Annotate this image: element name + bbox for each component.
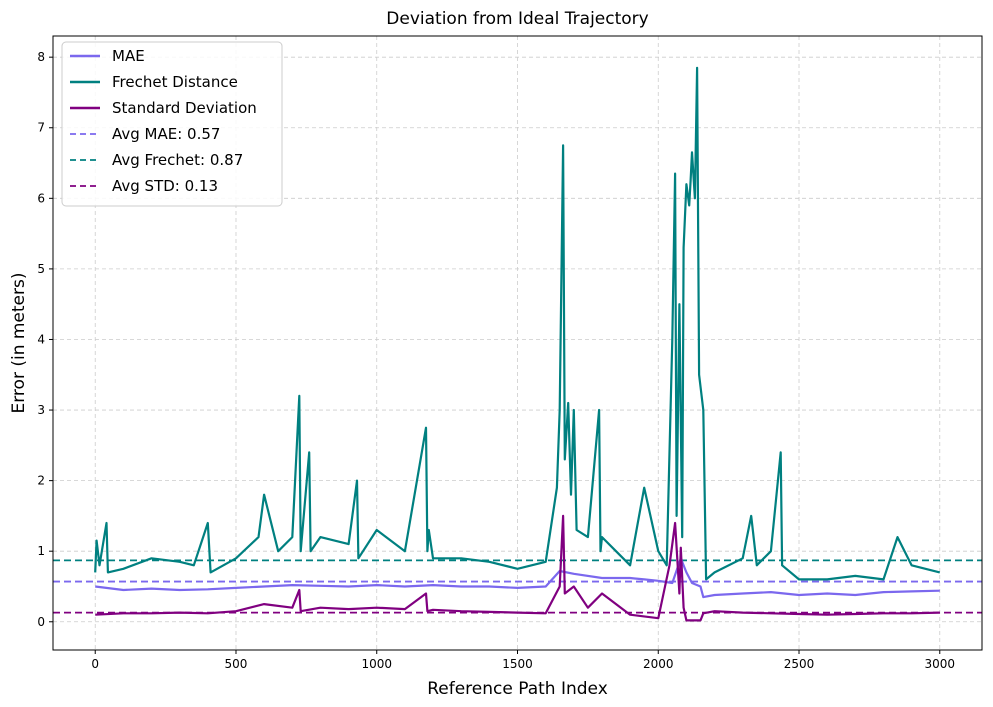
x-axis-ticks: 0 500 1000 1500 2000 2500 3000	[91, 650, 955, 671]
y-tick-label: 6	[37, 191, 45, 205]
x-tick-label: 1500	[502, 657, 533, 671]
series-line-frechet-distance	[94, 66, 941, 581]
legend-box	[61, 41, 283, 207]
y-axis-label: Error (in meters)	[9, 273, 29, 414]
y-tick-label: 3	[37, 403, 45, 417]
legend-entry-avg-mae-0-57: Avg MAE: 0.57	[112, 125, 220, 143]
legend-entry-mae: MAE	[112, 47, 145, 65]
legend: MAE Frechet Distance Standard Deviation Avg…	[61, 41, 283, 207]
y-tick-label: 5	[37, 262, 45, 276]
y-tick-label: 0	[37, 615, 45, 629]
y-tick-label: 8	[37, 50, 45, 64]
x-tick-label: 3000	[924, 657, 955, 671]
y-tick-label: 2	[37, 474, 45, 488]
y-tick-label: 7	[37, 121, 45, 135]
legend-entry-standard-deviation: Standard Deviation	[112, 99, 257, 117]
chart-title: Deviation from Ideal Trajectory	[386, 9, 648, 29]
x-tick-label: 500	[225, 657, 248, 671]
y-axis-ticks: 0 1 2 3 4 5 6 7 8	[37, 50, 53, 629]
x-axis-label: Reference Path Index	[427, 679, 608, 699]
legend-entry-avg-std-0-13: Avg STD: 0.13	[112, 177, 218, 195]
x-tick-label: 1000	[361, 657, 392, 671]
y-tick-label: 1	[37, 544, 45, 558]
series-line-standard-deviation	[95, 514, 940, 622]
y-tick-label: 4	[37, 332, 45, 346]
x-tick-label: 2500	[784, 657, 815, 671]
x-tick-label: 0	[91, 657, 99, 671]
grid-lines	[53, 36, 982, 650]
series-lines	[94, 66, 941, 622]
legend-entry-frechet-distance: Frechet Distance	[112, 73, 238, 91]
series-line-mae	[95, 557, 940, 599]
x-tick-label: 2000	[643, 657, 674, 671]
legend-entry-avg-frechet-0-87: Avg Frechet: 0.87	[112, 151, 243, 169]
